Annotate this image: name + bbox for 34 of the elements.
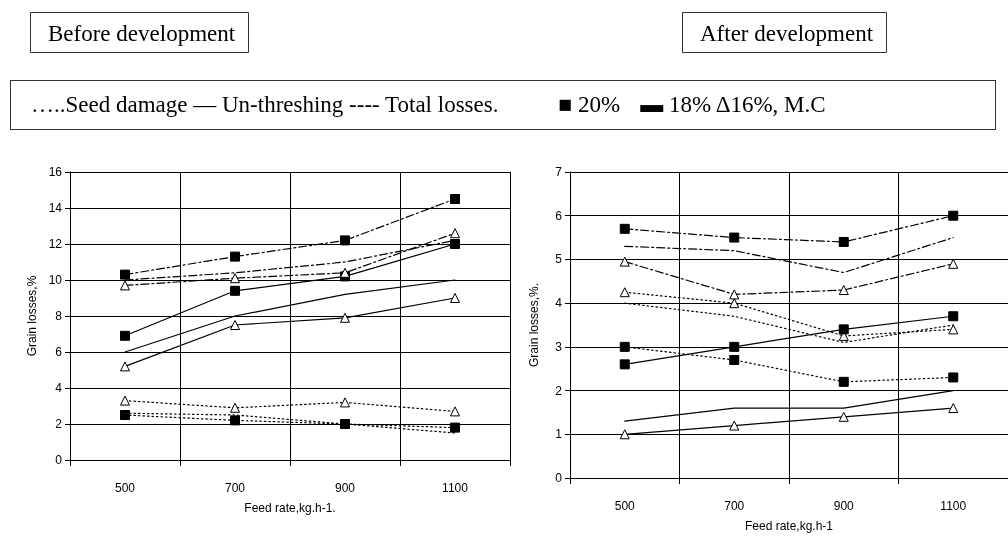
y-tick-label: 7 (555, 165, 563, 179)
text: ▬ 18% Δ16%, M.C (640, 92, 826, 118)
y-tick-label: 0 (55, 453, 63, 467)
x-tick-label: 500 (614, 499, 636, 513)
chart-title: Before development (48, 21, 236, 46)
x-tick-label: 700 (724, 499, 745, 513)
y-tick-label: 8 (55, 309, 63, 323)
text: …..Seed damage — Un-threshing ---- Total losses. (31, 92, 499, 118)
y-axis-title: Grain losses,% (24, 275, 39, 357)
text: ■ 20% (558, 92, 621, 118)
chart-title: After development (700, 21, 874, 46)
y-tick-label: 14 (48, 201, 63, 215)
y-tick-label: 3 (555, 339, 563, 354)
x-axis-title: Feed rate,kg.h-1. (244, 501, 336, 515)
y-tick-label: 4 (555, 296, 563, 311)
x-tick-label: 500 (114, 481, 136, 495)
x-tick-label: 700 (224, 481, 246, 495)
y-axis-title: Grain losses,%. (527, 282, 541, 368)
y-tick-label: 12 (48, 237, 63, 251)
y-tick-label: 2 (55, 417, 63, 431)
x-tick-label: 1100 (442, 481, 469, 495)
y-tick-label: 0 (555, 471, 563, 485)
y-tick-label: 16 (48, 165, 63, 179)
x-tick-label: 900 (334, 481, 356, 495)
y-tick-label: 4 (55, 381, 63, 395)
x-tick-label: 900 (833, 499, 855, 513)
x-axis-title: Feed rate,kg.h-1 (744, 519, 834, 533)
y-tick-label: 1 (555, 427, 563, 442)
y-tick-label: 5 (555, 252, 563, 267)
y-tick-label: 2 (555, 383, 563, 398)
y-tick-label: 10 (48, 273, 63, 287)
y-tick-label: 6 (555, 208, 563, 223)
x-tick-label: 1100 (940, 499, 967, 513)
y-tick-label: 6 (55, 345, 63, 359)
